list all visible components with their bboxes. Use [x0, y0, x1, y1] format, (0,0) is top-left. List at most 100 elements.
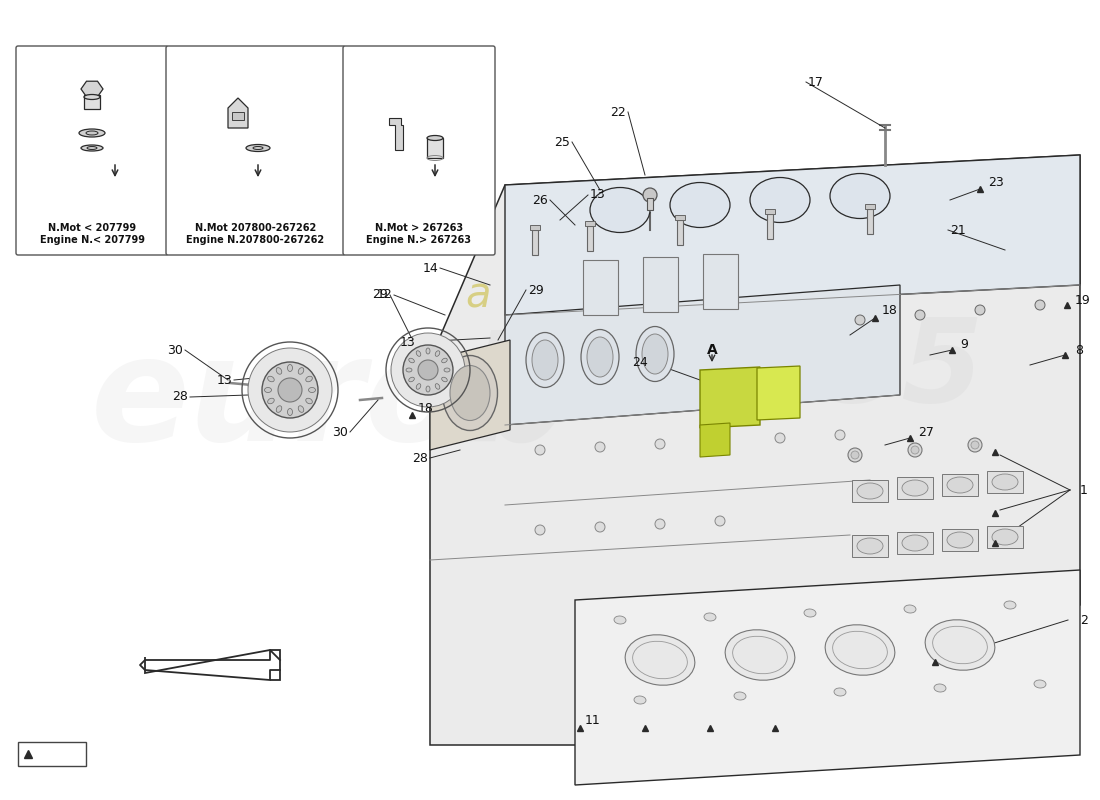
Polygon shape	[430, 155, 1080, 745]
Bar	[987, 526, 1023, 548]
Bar	[767, 214, 773, 239]
Ellipse shape	[436, 384, 440, 390]
Ellipse shape	[642, 334, 668, 374]
Bar	[587, 226, 593, 251]
Ellipse shape	[670, 182, 730, 227]
Ellipse shape	[834, 688, 846, 696]
Text: 27: 27	[918, 426, 934, 438]
Ellipse shape	[1004, 601, 1016, 609]
Polygon shape	[700, 367, 760, 428]
Text: Engine N.< 207799: Engine N.< 207799	[40, 235, 144, 245]
Bar	[18, 742, 86, 766]
Ellipse shape	[436, 350, 440, 356]
Ellipse shape	[246, 145, 270, 151]
Text: 19: 19	[1075, 294, 1091, 306]
Ellipse shape	[81, 145, 103, 151]
Bar	[647, 198, 653, 210]
Ellipse shape	[904, 605, 916, 613]
Circle shape	[715, 436, 725, 446]
Text: 1: 1	[1080, 483, 1088, 497]
Ellipse shape	[79, 129, 104, 137]
Bar	[232, 112, 244, 120]
Text: N.Mot 207800-267262: N.Mot 207800-267262	[195, 223, 316, 233]
Text: A: A	[123, 173, 134, 187]
Text: 21: 21	[950, 223, 966, 237]
Ellipse shape	[287, 409, 293, 415]
Polygon shape	[81, 82, 103, 97]
Ellipse shape	[442, 355, 497, 430]
Ellipse shape	[581, 330, 619, 385]
FancyBboxPatch shape	[166, 46, 345, 255]
Bar	[585, 221, 595, 226]
Ellipse shape	[902, 480, 928, 496]
Text: 32: 32	[177, 90, 192, 102]
Ellipse shape	[306, 376, 312, 382]
FancyBboxPatch shape	[343, 46, 495, 255]
Ellipse shape	[287, 365, 293, 371]
Ellipse shape	[308, 387, 316, 393]
Circle shape	[911, 446, 918, 454]
Ellipse shape	[947, 477, 974, 493]
Polygon shape	[505, 285, 900, 425]
Bar	[644, 257, 678, 312]
Ellipse shape	[416, 350, 421, 356]
Ellipse shape	[734, 692, 746, 700]
FancyBboxPatch shape	[16, 46, 168, 255]
Polygon shape	[757, 366, 800, 420]
Circle shape	[776, 433, 785, 443]
Circle shape	[644, 188, 657, 202]
Ellipse shape	[264, 387, 272, 393]
Ellipse shape	[934, 684, 946, 692]
Ellipse shape	[750, 178, 810, 222]
Ellipse shape	[87, 146, 97, 150]
Circle shape	[715, 516, 725, 526]
Circle shape	[535, 445, 544, 455]
Polygon shape	[430, 340, 510, 450]
Text: 25: 25	[554, 135, 570, 149]
Circle shape	[262, 362, 318, 418]
Ellipse shape	[442, 358, 448, 362]
Text: 1985: 1985	[656, 313, 984, 427]
Circle shape	[654, 439, 666, 449]
Ellipse shape	[825, 625, 894, 675]
Circle shape	[278, 378, 303, 402]
Text: 2: 2	[1080, 614, 1088, 626]
Bar	[896, 477, 933, 499]
Ellipse shape	[725, 630, 795, 680]
Polygon shape	[700, 423, 730, 457]
Ellipse shape	[298, 368, 304, 374]
Ellipse shape	[442, 378, 448, 382]
Ellipse shape	[306, 398, 312, 404]
Text: 14: 14	[422, 262, 438, 274]
Ellipse shape	[857, 538, 883, 554]
Ellipse shape	[426, 348, 430, 354]
Circle shape	[915, 310, 925, 320]
Bar	[583, 260, 618, 315]
Polygon shape	[228, 98, 248, 128]
Circle shape	[855, 315, 865, 325]
Circle shape	[971, 441, 979, 449]
Text: 30: 30	[167, 343, 183, 357]
Ellipse shape	[526, 333, 564, 387]
Bar	[532, 230, 538, 255]
Bar	[84, 95, 100, 109]
Ellipse shape	[804, 609, 816, 617]
Text: 28: 28	[412, 451, 428, 465]
Polygon shape	[575, 570, 1080, 785]
Text: 17: 17	[808, 75, 824, 89]
Ellipse shape	[409, 358, 415, 362]
Polygon shape	[389, 118, 403, 150]
Ellipse shape	[830, 174, 890, 218]
Polygon shape	[505, 155, 1080, 315]
Ellipse shape	[267, 376, 274, 382]
Bar	[942, 474, 978, 496]
Ellipse shape	[532, 340, 558, 380]
Text: 22: 22	[610, 106, 626, 118]
Ellipse shape	[426, 386, 430, 392]
Text: A: A	[266, 173, 277, 187]
Ellipse shape	[416, 384, 421, 390]
Text: 28: 28	[172, 390, 188, 403]
Ellipse shape	[636, 326, 674, 382]
Ellipse shape	[427, 135, 443, 141]
Circle shape	[595, 522, 605, 532]
